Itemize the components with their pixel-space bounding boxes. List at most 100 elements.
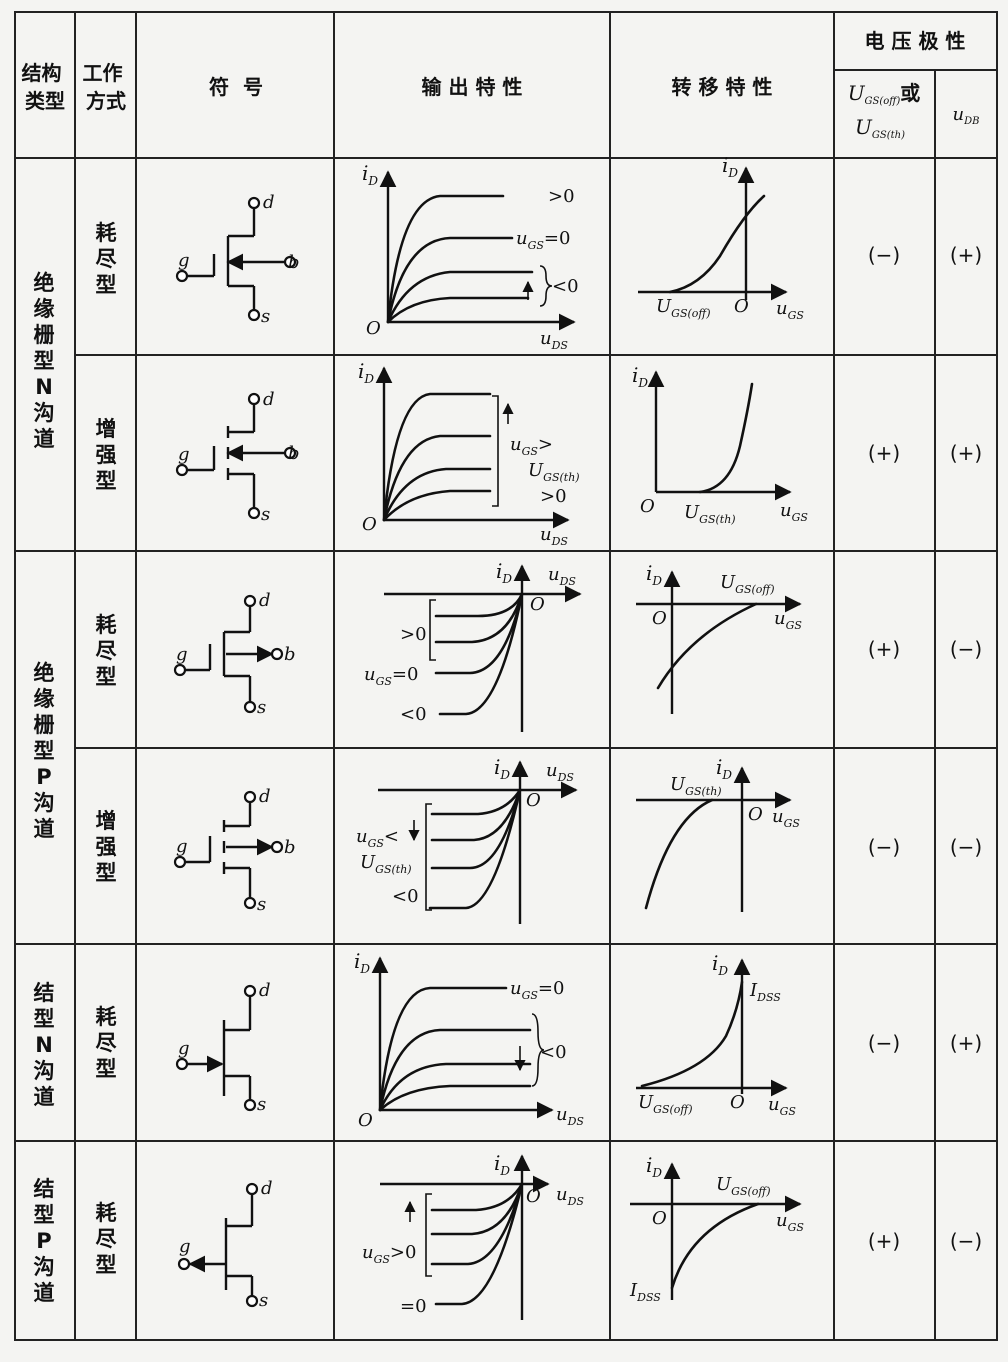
terminal-d: d — [263, 192, 275, 213]
origin: O — [366, 318, 381, 339]
mode-label-row3: 耗尽型 — [96, 613, 118, 689]
vgs-polarity-row3: (+) — [868, 637, 900, 661]
terminal-g: g — [176, 644, 188, 665]
terminal-b: b — [288, 252, 300, 273]
ub-polarity-row6: (−) — [950, 1229, 982, 1253]
axis-iD: iD — [362, 161, 378, 188]
mode-label-row1: 耗尽型 — [96, 221, 118, 297]
tr-label-right: UGS(th) — [684, 502, 736, 526]
ub-polarity-row5: (+) — [950, 1031, 982, 1055]
tr-label-bottom: IDSS — [629, 1280, 661, 1304]
header-vgs: UGS(off)或 — [848, 81, 921, 107]
origin: O — [526, 1186, 541, 1207]
header-transfer: 转 移 特 性 — [672, 75, 773, 99]
terminal-d: d — [263, 389, 275, 410]
axis-uDS: uDS — [548, 564, 576, 588]
axis-iD: iD — [496, 559, 512, 586]
group-label-insulated-n: 绝缘栅型 N 沟道 — [34, 271, 55, 451]
tr-label: UGS(th) — [670, 774, 722, 798]
out-label-top: uGS=0 — [510, 978, 564, 1002]
table-header: 结构 类型 工作 方式 符 号 输 出 特 性 转 移 特 性 电 压 极 性 … — [22, 29, 980, 141]
axis-uGS: uGS — [780, 500, 808, 524]
terminal-g: g — [176, 836, 188, 857]
symbol-pjfet: d s g — [177, 1178, 273, 1311]
transfer-char-row1: iD uGS O UGS(off) — [638, 153, 804, 322]
terminal-d: d — [259, 786, 271, 807]
out-label-top: >0 — [548, 186, 575, 207]
axis-uGS: uGS — [776, 1210, 804, 1234]
out-label-l3: <0 — [392, 886, 419, 907]
tr-label: UGS(off) — [716, 1174, 771, 1198]
origin: O — [362, 514, 377, 535]
transfer-char-row6: iD uGS O UGS(off) IDSS — [629, 1153, 804, 1304]
ub-polarity-row1: (+) — [950, 243, 982, 267]
header-structure-l1: 结构 — [22, 61, 62, 85]
tr-label: UGS(off) — [720, 572, 775, 596]
terminal-s: s — [261, 306, 270, 327]
out-label-bot: <0 — [400, 704, 427, 725]
ub-polarity-row4: (−) — [950, 835, 982, 859]
out-label-l1: uGS< — [356, 826, 399, 850]
origin: O — [530, 594, 545, 615]
axis-uDS: uDS — [556, 1184, 584, 1208]
axis-uDS: uDS — [546, 760, 574, 784]
axis-uGS: uGS — [774, 608, 802, 632]
header-output: 输 出 特 性 — [422, 75, 523, 99]
output-char-row5: iD uDS O uGS=0 <0 — [354, 949, 584, 1131]
axis-iD: iD — [646, 1153, 662, 1180]
out-label-bot: =0 — [400, 1296, 427, 1317]
axis-uDS: uDS — [556, 1104, 584, 1128]
axis-uGS: uGS — [772, 806, 800, 830]
mode-labels: 耗尽型 增强型 耗尽型 增强型 耗尽型 耗尽型 — [96, 221, 118, 1277]
vgs-polarity-row5: (−) — [868, 1031, 900, 1055]
vgs-polarity-row4: (−) — [868, 835, 900, 859]
out-label-l1: uGS> — [510, 434, 553, 458]
mode-label-row5: 耗尽型 — [96, 1005, 118, 1081]
out-label-bot: <0 — [552, 276, 579, 297]
terminal-g: g — [178, 444, 190, 465]
terminal-g: g — [179, 1236, 191, 1257]
polarity-values: (−) (+) (+) (+) (+) (−) (−) (−) (−) (+) … — [868, 243, 982, 1253]
header-mode: 工作 方式 — [83, 61, 130, 113]
tr-origin: O — [730, 1092, 745, 1113]
terminal-b: b — [284, 837, 296, 858]
tr-label-left: UGS(off) — [638, 1092, 693, 1116]
header-polarity: 电 压 极 性 — [865, 29, 966, 53]
vgs-polarity-row6: (+) — [868, 1229, 900, 1253]
vgs-polarity-row2: (+) — [868, 441, 900, 465]
group-label-junction-n: 结型 N 沟道 — [34, 981, 55, 1109]
group-label-insulated-p: 绝缘栅型 P 沟道 — [34, 661, 55, 841]
axis-iD: iD — [632, 363, 648, 390]
tr-origin: O — [734, 296, 749, 317]
origin: O — [526, 790, 541, 811]
header-structure-l2: 类型 — [25, 89, 65, 113]
terminal-g: g — [178, 250, 190, 271]
terminal-s: s — [257, 697, 266, 718]
header-structure: 结构 类型 — [22, 61, 69, 113]
output-char-row6: iD uDS O uGS>0 =0 — [362, 1151, 584, 1320]
origin: O — [358, 1110, 373, 1131]
symbol-nmos-enhancement: d s g b — [175, 389, 300, 525]
axis-iD: iD — [358, 359, 374, 386]
output-char-row2: iD uDS O uGS> UGS(th) >0 — [358, 359, 580, 548]
axis-uDS: uDS — [540, 524, 568, 548]
symbol-nmos-depletion: d s g b — [175, 192, 300, 327]
header-mode-l2: 方式 — [86, 89, 126, 113]
axis-uDS: uDS — [540, 328, 568, 352]
axis-uGS: uGS — [768, 1094, 796, 1118]
axis-iD: iD — [494, 755, 510, 782]
output-char-row4: iD uDS O uGS< UGS(th) <0 — [356, 755, 578, 924]
terminal-b: b — [284, 644, 296, 665]
out-label-l2: UGS(th) — [528, 460, 580, 484]
terminal-d: d — [259, 590, 271, 611]
transfer-char-row2: iD uGS O UGS(th) — [632, 363, 808, 526]
header-ub: uDB — [953, 104, 980, 127]
group-labels: 绝缘栅型 N 沟道 绝缘栅型 P 沟道 结型 N 沟道 结型 P 沟道 — [34, 271, 55, 1305]
out-label-l3: >0 — [540, 486, 567, 507]
mode-label-row2: 增强型 — [96, 417, 117, 493]
out-label-mid: uGS>0 — [362, 1242, 416, 1266]
transfer-char-row4: iD uGS O UGS(th) — [636, 755, 800, 912]
terminal-s: s — [257, 894, 266, 915]
group-label-junction-p: 结型 P 沟道 — [34, 1177, 55, 1305]
